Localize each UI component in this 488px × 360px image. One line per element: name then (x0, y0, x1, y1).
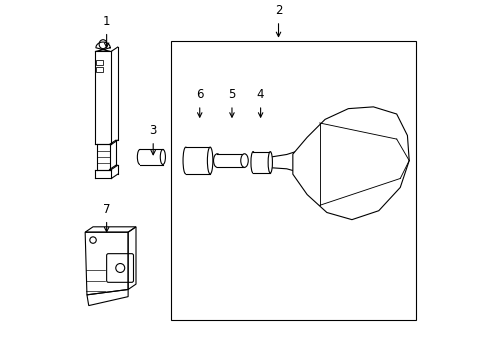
Ellipse shape (160, 149, 165, 165)
Ellipse shape (137, 149, 142, 165)
Text: 7: 7 (102, 203, 110, 216)
Ellipse shape (240, 154, 248, 167)
Bar (140, 149, 163, 165)
Bar (96, 60, 102, 64)
Bar (96, 67, 102, 72)
Text: 4: 4 (256, 89, 264, 102)
Text: 5: 5 (228, 89, 235, 102)
Bar (217, 154, 244, 167)
Bar (253, 152, 270, 173)
Ellipse shape (183, 147, 188, 174)
Polygon shape (270, 152, 295, 171)
Ellipse shape (213, 154, 221, 167)
Bar (171, 41, 415, 320)
Text: 6: 6 (196, 89, 203, 102)
Ellipse shape (250, 152, 255, 173)
Bar (185, 147, 210, 174)
Text: 1: 1 (102, 15, 110, 28)
Text: 3: 3 (149, 124, 157, 137)
Polygon shape (292, 107, 408, 220)
Text: 2: 2 (274, 4, 282, 17)
Ellipse shape (267, 152, 272, 173)
Ellipse shape (207, 147, 212, 174)
